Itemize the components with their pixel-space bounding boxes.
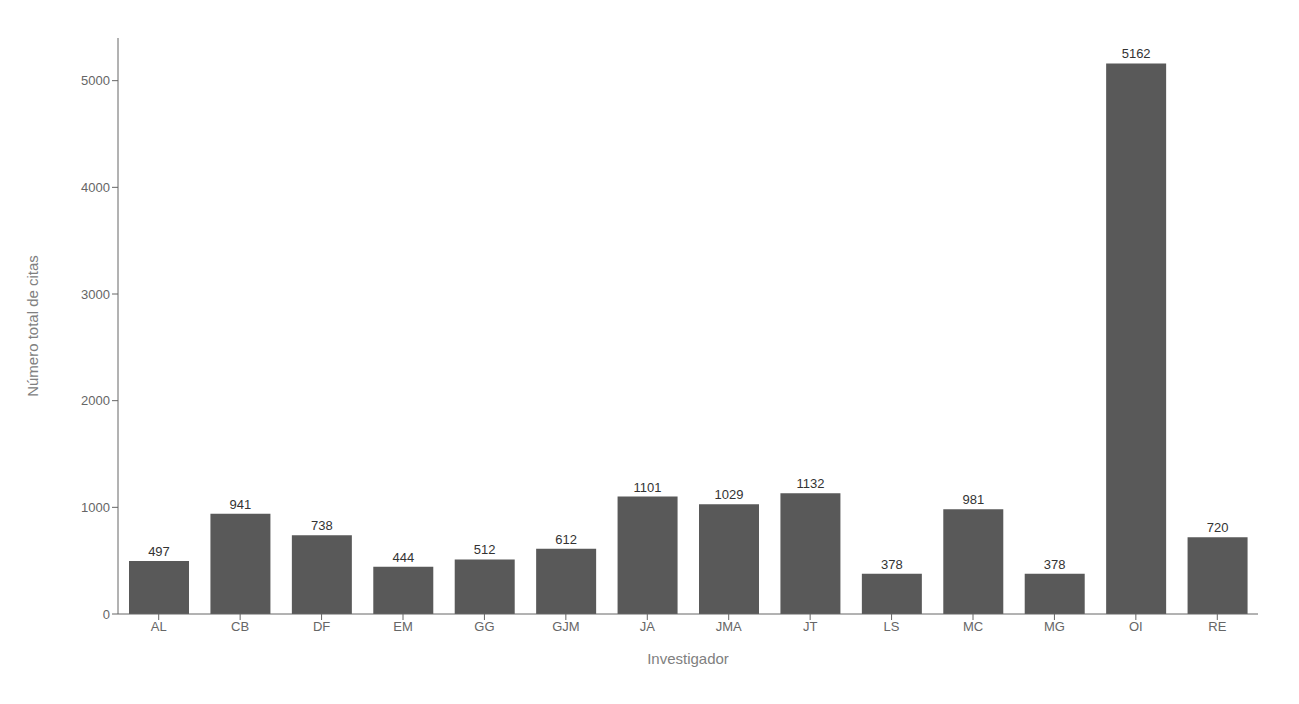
svg-text:DF: DF <box>313 619 330 634</box>
svg-text:1101: 1101 <box>634 480 662 495</box>
svg-text:738: 738 <box>311 518 333 533</box>
svg-text:2000: 2000 <box>81 393 110 408</box>
svg-text:941: 941 <box>230 497 252 512</box>
svg-text:JA: JA <box>640 619 656 634</box>
svg-text:4000: 4000 <box>81 180 110 195</box>
svg-text:GJM: GJM <box>552 619 579 634</box>
svg-text:5000: 5000 <box>81 73 110 88</box>
svg-text:AL: AL <box>151 619 167 634</box>
svg-text:512: 512 <box>474 542 496 557</box>
svg-text:MC: MC <box>963 619 983 634</box>
svg-text:LS: LS <box>884 619 900 634</box>
svg-text:Número total de citas: Número total de citas <box>24 255 41 397</box>
svg-text:JT: JT <box>803 619 818 634</box>
svg-text:1029: 1029 <box>715 487 744 502</box>
svg-text:612: 612 <box>555 532 577 547</box>
svg-text:444: 444 <box>392 550 414 565</box>
svg-text:Investigador: Investigador <box>647 650 729 667</box>
svg-text:RE: RE <box>1208 619 1226 634</box>
svg-text:MG: MG <box>1044 619 1065 634</box>
svg-text:JMA: JMA <box>716 619 742 634</box>
svg-text:981: 981 <box>962 492 984 507</box>
svg-text:497: 497 <box>148 544 170 559</box>
svg-text:OI: OI <box>1129 619 1143 634</box>
svg-text:EM: EM <box>393 619 413 634</box>
svg-text:3000: 3000 <box>81 287 110 302</box>
svg-text:GG: GG <box>474 619 494 634</box>
svg-text:CB: CB <box>231 619 249 634</box>
svg-text:378: 378 <box>881 557 903 572</box>
svg-text:0: 0 <box>103 607 110 622</box>
svg-text:1000: 1000 <box>81 500 110 515</box>
svg-text:1132: 1132 <box>796 476 824 491</box>
svg-text:720: 720 <box>1207 520 1229 535</box>
svg-text:5162: 5162 <box>1122 46 1151 61</box>
svg-text:378: 378 <box>1044 557 1066 572</box>
